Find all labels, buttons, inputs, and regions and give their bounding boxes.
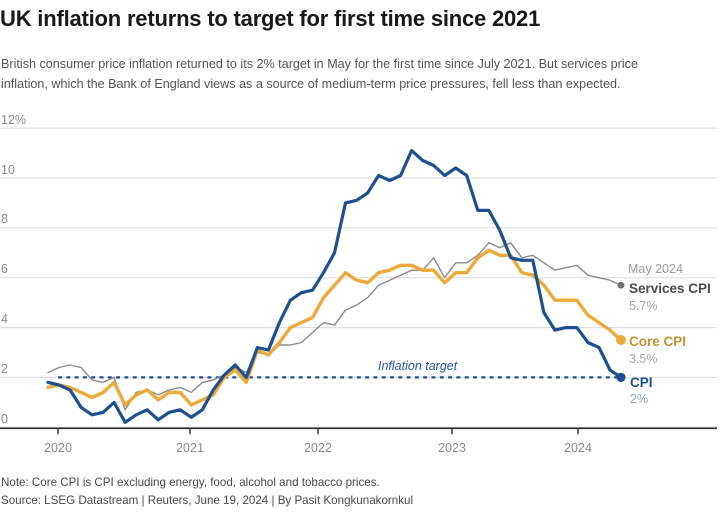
- chart-subtitle: British consumer price inflation returne…: [1, 54, 717, 94]
- endpoint-dot-services-cpi: [617, 281, 625, 289]
- inflation-target-label: Inflation target: [378, 359, 458, 373]
- x-tick-label-2024: 2024: [564, 441, 592, 455]
- series-line-cpi: [46, 149, 623, 424]
- y-tick-label-2: 2: [1, 361, 8, 376]
- subtitle-line-1: British consumer price inflation returne…: [1, 57, 638, 71]
- x-tick-label-2021: 2021: [176, 441, 204, 455]
- endpoint-dot-cpi: [616, 372, 626, 382]
- series-line-core-cpi: [46, 248, 623, 407]
- y-tick-label-0: 0: [1, 411, 8, 426]
- y-tick-label-10: 10: [1, 162, 15, 177]
- chart-note: Note: Core CPI is CPI excluding energy, …: [1, 476, 380, 489]
- series-value-core-cpi: 3.5%: [629, 352, 658, 366]
- x-tick-label-2023: 2023: [438, 441, 466, 455]
- page-title: UK inflation returns to target for first…: [0, 6, 541, 31]
- series-label-services-cpi: Services CPI: [629, 281, 711, 296]
- series-value-services-cpi: 5.7%: [629, 299, 658, 313]
- series-label-cpi: CPI: [630, 375, 653, 390]
- annotation-date: May 2024: [628, 262, 683, 276]
- x-tick-label-2022: 2022: [304, 441, 332, 455]
- series-value-cpi: 2%: [630, 392, 649, 406]
- chart-source: Source: LSEG Datastream | Reuters, June …: [1, 494, 414, 507]
- series-label-core-cpi: Core CPI: [629, 334, 687, 349]
- y-tick-label-6: 6: [1, 262, 8, 277]
- y-tick-label-8: 8: [1, 212, 8, 227]
- endpoint-dot-core-cpi: [616, 335, 626, 345]
- y-tick-label-12: 12%: [1, 112, 27, 127]
- y-tick-label-4: 4: [1, 312, 8, 327]
- x-tick-label-2020: 2020: [44, 441, 72, 455]
- subtitle-line-2: inflation, which the Bank of England vie…: [1, 77, 621, 91]
